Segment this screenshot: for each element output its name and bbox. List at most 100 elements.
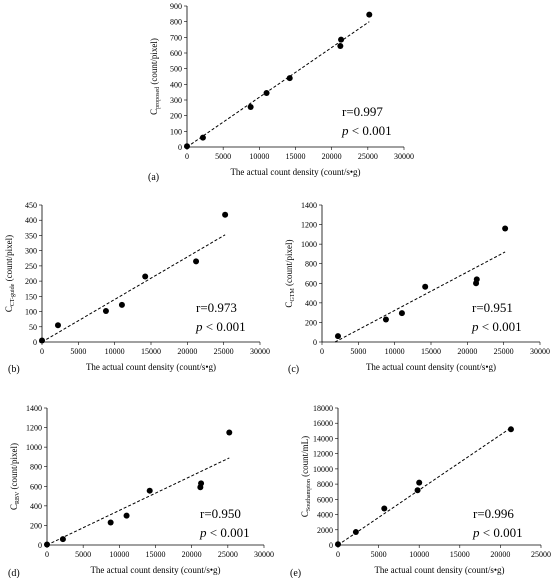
x-tick-label: 25000 <box>218 550 238 559</box>
data-point <box>226 429 233 436</box>
x-tick-label: 15000 <box>146 550 166 559</box>
x-tick-label: 10000 <box>109 550 129 559</box>
data-point <box>352 529 359 536</box>
y-axis-label: CSouthampton (count/mL) <box>300 436 312 517</box>
y-tick-label: 18000 <box>313 404 333 413</box>
y-tick-label: 200 <box>170 112 182 121</box>
y-tick-label: 600 <box>305 279 317 288</box>
x-axis-label: The actual count density (count/s•g) <box>374 565 504 575</box>
x-tick-label: 20000 <box>177 347 197 356</box>
panel-label: (c) <box>288 364 299 375</box>
data-point <box>502 225 509 232</box>
x-tick-label: 30000 <box>394 152 414 161</box>
y-tick-label: 12000 <box>313 450 333 459</box>
data-point <box>337 42 344 49</box>
data-point <box>118 301 125 308</box>
x-tick-label: 30000 <box>254 550 274 559</box>
y-axis-label: CRBV (count/pixel) <box>9 443 21 510</box>
data-point <box>416 479 423 486</box>
trendline <box>186 21 370 148</box>
y-tick-label: 400 <box>305 299 317 308</box>
y-tick-label: 450 <box>25 201 37 210</box>
y-tick-label: 1400 <box>301 201 317 210</box>
data-point <box>286 75 293 82</box>
y-axis-label: CGTM (count/pixel) <box>284 239 296 307</box>
y-tick-label: 50 <box>29 323 37 332</box>
y-tick-label: 0 <box>33 338 37 347</box>
panel-label: (e) <box>290 568 301 578</box>
x-axis-label: The actual count density (count/s•g) <box>90 565 220 575</box>
x-tick-label: 0 <box>40 347 44 356</box>
y-tick-label: 0 <box>313 338 317 347</box>
data-point <box>334 333 341 340</box>
y-tick-label: 800 <box>30 463 42 472</box>
x-tick-label: 20000 <box>490 550 510 559</box>
data-point <box>199 134 206 141</box>
y-tick-label: 0 <box>38 541 42 550</box>
x-tick-label: 15000 <box>286 152 306 161</box>
y-tick-label: 200 <box>30 521 42 530</box>
y-tick-label: 1200 <box>26 424 42 433</box>
y-tick-label: 200 <box>25 277 37 286</box>
y-tick-label: 1200 <box>301 221 317 230</box>
panel-label: (d) <box>8 568 20 578</box>
panel-label: (b) <box>8 364 20 375</box>
trendline <box>334 251 506 343</box>
x-tick-label: 0 <box>336 550 340 559</box>
p-value-label: p < 0.001 <box>341 123 392 138</box>
y-tick-label: 700 <box>170 33 182 42</box>
y-tick-label: 800 <box>305 260 317 269</box>
correlation-label: r=0.950 <box>200 506 241 521</box>
y-tick-label: 14000 <box>313 434 333 443</box>
data-point <box>338 36 345 43</box>
x-tick-label: 25000 <box>531 550 551 559</box>
y-tick-label: 300 <box>25 247 37 256</box>
data-point <box>44 541 50 548</box>
x-tick-label: 10000 <box>385 347 405 356</box>
data-point <box>222 211 229 218</box>
x-tick-label: 25000 <box>494 347 514 356</box>
data-point <box>381 505 388 512</box>
x-tick-label: 5000 <box>70 347 86 356</box>
y-axis-label: CCT-guide (count/pixel) <box>4 235 16 312</box>
p-value-label: p < 0.001 <box>471 319 522 334</box>
x-tick-label: 15000 <box>450 550 470 559</box>
x-tick-label: 15000 <box>141 347 161 356</box>
data-point <box>102 307 109 314</box>
data-point <box>107 519 114 526</box>
x-tick-label: 10000 <box>409 550 429 559</box>
data-point <box>366 11 373 18</box>
data-point <box>198 480 205 487</box>
data-point <box>39 337 45 344</box>
correlation-label: r=0.973 <box>196 300 237 315</box>
y-tick-label: 6000 <box>317 495 333 504</box>
data-point <box>422 283 429 290</box>
x-tick-label: 25000 <box>358 152 378 161</box>
p-value-label: p < 0.001 <box>199 525 250 540</box>
data-point <box>398 310 405 317</box>
x-tick-label: 15000 <box>421 347 441 356</box>
x-tick-label: 5000 <box>371 550 387 559</box>
data-point <box>146 487 153 494</box>
y-tick-label: 100 <box>25 308 37 317</box>
panel-label: (a) <box>148 172 159 183</box>
x-tick-label: 0 <box>320 347 324 356</box>
trendline <box>41 234 226 343</box>
y-tick-label: 16000 <box>313 419 333 428</box>
p-value-label: p < 0.001 <box>195 319 246 334</box>
correlation-label: r=0.997 <box>342 104 383 119</box>
correlation-label: r=0.951 <box>472 300 513 315</box>
y-tick-label: 0 <box>178 143 182 152</box>
y-tick-label: 250 <box>25 262 37 271</box>
y-tick-label: 1000 <box>301 240 317 249</box>
y-tick-label: 8000 <box>317 480 333 489</box>
data-point <box>142 273 149 280</box>
chart-panel-3: 0 5000 10000 15000 20000 25000 30000 0 200 400 600… <box>284 201 550 375</box>
y-tick-label: 150 <box>25 292 37 301</box>
data-point <box>193 258 200 265</box>
data-point <box>473 276 480 283</box>
x-tick-label: 10000 <box>105 347 125 356</box>
y-tick-label: 200 <box>305 318 317 327</box>
data-point <box>59 536 66 543</box>
